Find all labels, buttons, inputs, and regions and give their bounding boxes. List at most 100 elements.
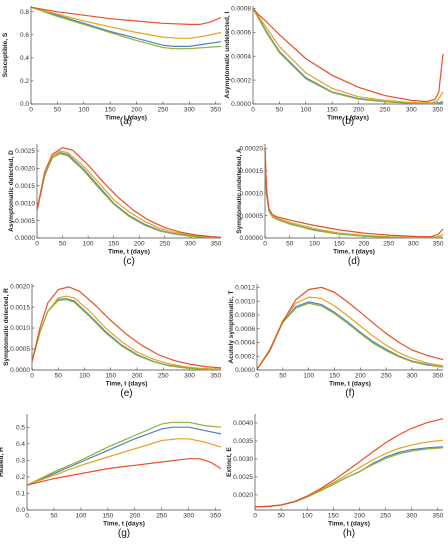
x-tick-label: 50 <box>50 513 58 520</box>
x-tick-label: 100 <box>303 373 314 380</box>
series-line <box>36 153 222 239</box>
y-tick-label: 0.0000 <box>231 101 251 108</box>
series-line <box>26 458 222 486</box>
y-tick-label: 0.0010 <box>10 325 30 332</box>
x-tick-label: 300 <box>408 241 419 248</box>
series-line <box>254 418 444 508</box>
series-line <box>31 298 222 371</box>
x-tick-label: 200 <box>131 107 142 114</box>
y-tick-label: 0.00010 <box>240 190 264 197</box>
series-line <box>26 426 222 486</box>
series-line <box>256 286 444 370</box>
panel-caption: (e) <box>120 388 132 399</box>
series-line <box>26 421 222 486</box>
chart-panel: 0 50 100 150 200 250 300 350 0.0000 0.0002 0.0004 0… <box>224 6 444 127</box>
x-tick-label: 100 <box>78 107 89 114</box>
x-tick-label: 200 <box>134 241 145 248</box>
x-tick-label: 50 <box>286 241 294 248</box>
x-tick-label: 350 <box>210 241 221 248</box>
y-tick-label: 0.0010 <box>235 298 255 305</box>
y-tick-label: 0.0000 <box>15 235 35 242</box>
y-tick-label: 0.00005 <box>240 213 264 220</box>
x-tick-label: 350 <box>432 373 443 380</box>
panel-caption: (c) <box>123 256 135 267</box>
chart-panel: 0 50 100 150 200 250 300 350 0.0000 0.0005 0.0010 0… <box>8 144 222 267</box>
x-tick-label: 50 <box>276 107 284 114</box>
y-tick-label: 0.1 <box>16 491 25 498</box>
x-axis-label: Time, t (days) <box>108 249 150 256</box>
x-tick-label: 350 <box>210 513 221 520</box>
x-tick-label: 0 <box>255 373 259 380</box>
series-line <box>36 150 222 238</box>
chart-panel: 0 50 100 150 200 250 300 350 0.0020 0.0025 0.0030 0… <box>226 414 444 539</box>
x-tick-label: 200 <box>354 513 365 520</box>
chart-panel: 0 50 100 150 200 250 300 350 0.0 0.1 0.2 0.3 0.4 0.5 T… <box>0 414 221 539</box>
x-tick-label: 0 <box>251 107 255 114</box>
y-tick-label: 0.0006 <box>235 326 255 333</box>
y-axis-label: Asymptomatic detected, D <box>8 150 15 232</box>
x-tick-label: 100 <box>83 241 94 248</box>
x-tick-label: 350 <box>433 241 444 248</box>
y-tick-label: 0.0004 <box>235 340 255 347</box>
series-line <box>30 6 222 39</box>
series-line <box>254 447 444 508</box>
series-line <box>252 8 444 104</box>
y-tick-label: 0.0 <box>20 101 29 108</box>
y-axis-label: Symptomatic undetected, A <box>236 148 243 234</box>
x-tick-label: 250 <box>158 373 169 380</box>
y-tick-label: 0.0015 <box>15 183 35 190</box>
series-line <box>26 438 222 486</box>
x-tick-label: 150 <box>102 513 113 520</box>
x-tick-label: 300 <box>406 513 417 520</box>
x-tick-label: 350 <box>210 107 221 114</box>
y-tick-label: 0.0000 <box>10 367 30 374</box>
series-line <box>31 295 222 370</box>
x-tick-label: 200 <box>132 373 143 380</box>
x-tick-label: 100 <box>302 513 313 520</box>
x-tick-label: 100 <box>309 241 320 248</box>
x-tick-label: 300 <box>185 241 196 248</box>
x-tick-label: 100 <box>300 107 311 114</box>
series-line <box>30 6 222 48</box>
x-tick-label: 300 <box>183 513 194 520</box>
series-line <box>256 302 444 370</box>
panel-caption: (d) <box>348 256 360 267</box>
x-tick-label: 350 <box>432 107 443 114</box>
series-line <box>252 8 444 103</box>
x-tick-label: 100 <box>79 373 90 380</box>
panel-caption: (f) <box>345 388 354 399</box>
series-line <box>252 8 444 105</box>
x-tick-label: 0 <box>263 241 267 248</box>
panel-caption: (h) <box>343 528 355 539</box>
y-tick-label: 0.0002 <box>231 77 251 84</box>
x-tick-label: 300 <box>406 107 417 114</box>
x-tick-label: 200 <box>129 513 140 520</box>
y-tick-label: 0.0 <box>16 507 25 514</box>
x-tick-label: 300 <box>407 373 418 380</box>
y-tick-label: 0.0020 <box>15 166 35 173</box>
y-tick-label: 0.0000 <box>235 367 255 374</box>
x-tick-label: 250 <box>380 107 391 114</box>
x-tick-label: 0 <box>30 373 34 380</box>
chart-panel: 0 50 100 150 200 250 300 350 0.0000 0.0005 0.0010 0… <box>3 283 222 399</box>
x-tick-label: 250 <box>383 241 394 248</box>
y-tick-label: 0.00020 <box>240 146 264 153</box>
x-tick-label: 200 <box>355 373 366 380</box>
x-axis-label: Time, t (days) <box>333 249 375 256</box>
x-tick-label: 150 <box>327 107 338 114</box>
series-line <box>30 6 222 25</box>
chart-panel: 0 50 100 150 200 250 300 350 0.0 0.2 0.4 0.6 0.8 Time… <box>2 6 222 127</box>
series-line <box>256 296 444 370</box>
y-tick-label: 0.2 <box>16 474 25 481</box>
y-tick-label: 0.0008 <box>235 312 255 319</box>
y-tick-label: 0.0004 <box>231 53 251 60</box>
x-tick-label: 350 <box>432 513 443 520</box>
y-tick-label: 0.3 <box>16 458 25 465</box>
x-tick-label: 150 <box>105 107 116 114</box>
x-tick-label: 250 <box>156 513 167 520</box>
panel-caption: (a) <box>120 116 132 127</box>
x-tick-label: 200 <box>353 107 364 114</box>
x-axis-label: Time, t (days) <box>328 521 370 528</box>
y-tick-label: 0.0020 <box>233 492 253 499</box>
